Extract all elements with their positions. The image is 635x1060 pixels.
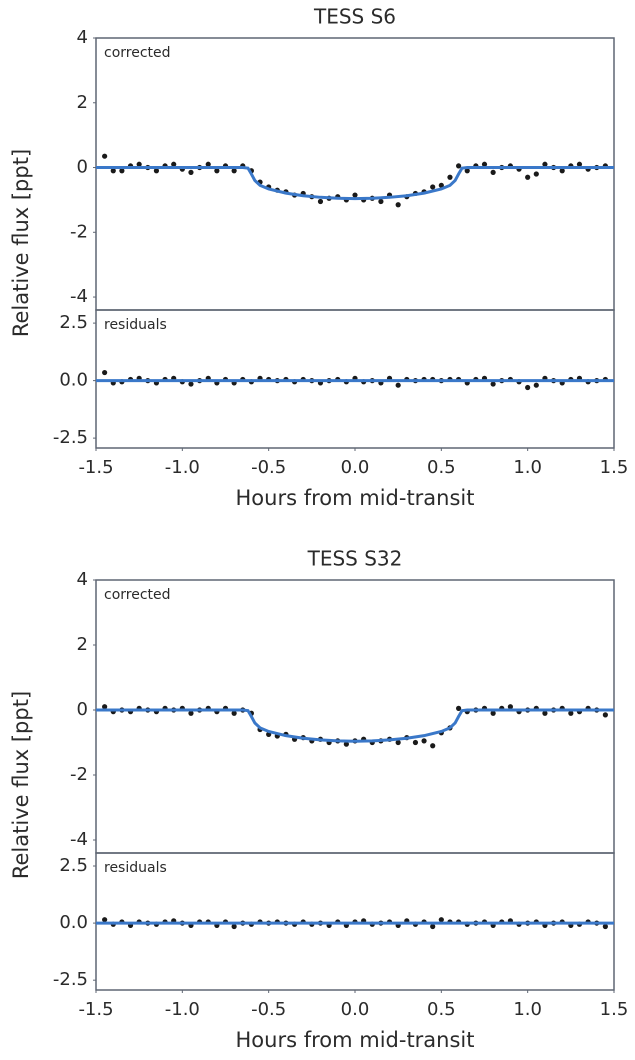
binned-point: [231, 168, 237, 174]
binned-point: [421, 738, 427, 744]
x-tick-label: 0.5: [427, 999, 456, 1020]
binned-point: [110, 168, 116, 174]
x-tick-label: 1.5: [600, 999, 629, 1020]
plot-frame: [95, 579, 615, 854]
y-tick-label: -4: [70, 829, 88, 850]
binned-point: [576, 161, 583, 167]
binned-point: [343, 741, 349, 747]
binned-point: [507, 704, 513, 710]
y-tick-label: -2: [70, 764, 88, 785]
chart-title: TESS S32: [307, 547, 403, 571]
x-tick-label: 0.0: [341, 999, 370, 1020]
binned-point: [205, 161, 211, 167]
binned-point: [602, 923, 608, 930]
x-tick-label: 1.0: [513, 457, 542, 478]
binned-point: [352, 192, 358, 198]
y-tick-label: 2.5: [59, 855, 88, 876]
panel-annotation: residuals: [104, 317, 167, 333]
y-tick-label: 0.0: [59, 912, 88, 933]
binned-point: [559, 168, 565, 174]
binned-point: [395, 739, 401, 746]
binned-point: [136, 161, 142, 167]
binned-point: [231, 923, 237, 930]
binned-point: [317, 198, 324, 205]
x-tick-label: -1.5: [78, 999, 113, 1020]
binned-point: [533, 171, 539, 177]
binned-point: [533, 382, 539, 388]
binned-point: [525, 384, 531, 391]
binned-point: [102, 153, 108, 159]
binned-point: [102, 917, 108, 923]
x-tick-label: -0.5: [251, 457, 286, 478]
binned-point: [542, 161, 548, 167]
y-tick-label: 4: [77, 569, 88, 590]
x-tick-label: -1.0: [165, 457, 200, 478]
binned-point: [438, 182, 444, 188]
binned-point: [188, 381, 194, 387]
binned-point: [447, 174, 453, 180]
binned-point: [490, 710, 496, 716]
binned-point: [188, 710, 194, 716]
y-tick-label: -2.5: [53, 969, 88, 990]
y-tick-label: 2: [77, 634, 88, 655]
binned-point: [153, 168, 160, 174]
x-tick-label: 1.5: [600, 457, 629, 478]
x-tick-label: -1.0: [165, 999, 200, 1020]
binned-point: [430, 743, 436, 749]
binned-point: [525, 174, 531, 180]
y-axis-label: Relative flux [ppt]: [9, 691, 33, 879]
binned-point: [456, 705, 462, 711]
x-axis-label: Hours from mid-transit: [236, 1028, 475, 1052]
y-tick-label: 0: [77, 699, 88, 720]
binned-point: [119, 168, 125, 174]
model-line: [96, 166, 614, 201]
model-line: [96, 708, 614, 743]
binned-point: [542, 710, 548, 716]
y-tick-label: -4: [70, 286, 88, 307]
binned-point: [464, 168, 470, 174]
binned-point: [602, 712, 608, 718]
binned-point: [171, 161, 177, 167]
binned-point: [188, 169, 194, 175]
binned-point: [490, 169, 496, 175]
y-tick-label: -2.5: [53, 427, 88, 448]
binned-point: [481, 161, 488, 167]
binned-point: [378, 198, 384, 205]
y-axis-label: Relative flux [ppt]: [9, 149, 33, 337]
y-tick-label: 4: [77, 27, 88, 48]
binned-point: [395, 202, 401, 208]
panel-annotation: residuals: [104, 860, 167, 876]
y-tick-label: 0.0: [59, 370, 88, 391]
chart-title: TESS S6: [313, 5, 396, 29]
binned-point: [430, 923, 436, 930]
binned-point: [412, 739, 419, 746]
binned-point: [102, 369, 108, 376]
binned-point: [214, 168, 220, 174]
binned-point: [568, 710, 574, 716]
x-axis-label: Hours from mid-transit: [236, 486, 475, 510]
y-tick-label: -2: [70, 221, 88, 242]
panel-annotation: corrected: [104, 45, 171, 61]
y-tick-label: 2: [77, 92, 88, 113]
panel-annotation: corrected: [104, 587, 171, 603]
binned-point: [438, 917, 444, 923]
y-tick-label: 2.5: [59, 312, 88, 333]
x-tick-label: 0.0: [341, 457, 370, 478]
x-tick-label: 0.5: [427, 457, 456, 478]
x-tick-label: -1.5: [78, 457, 113, 478]
binned-point: [430, 184, 436, 190]
binned-point: [102, 704, 108, 710]
x-tick-label: 1.0: [513, 999, 542, 1020]
binned-point: [456, 163, 462, 169]
binned-point: [395, 382, 401, 388]
binned-point: [490, 381, 496, 387]
x-tick-label: -0.5: [251, 999, 286, 1020]
binned-point: [231, 710, 237, 716]
y-tick-label: 0: [77, 157, 88, 178]
